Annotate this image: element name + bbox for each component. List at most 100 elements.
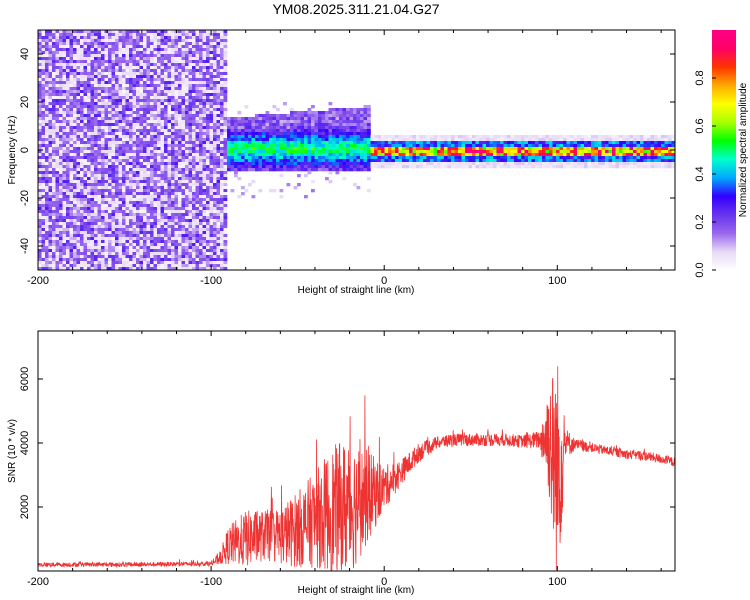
heatmap-cell	[213, 219, 217, 223]
heatmap-cell	[164, 60, 168, 64]
heatmap-cell	[52, 168, 56, 172]
heatmap-cell	[73, 213, 77, 217]
heatmap-cell	[195, 210, 200, 214]
heatmap-cell	[111, 90, 116, 94]
heatmap-cell	[164, 201, 168, 205]
heatmap-cell	[199, 135, 203, 139]
heatmap-cell	[101, 87, 105, 91]
heatmap-cell	[171, 96, 175, 100]
heatmap-cell	[104, 138, 109, 142]
heatmap-cell	[251, 150, 256, 154]
heatmap-cell	[104, 48, 109, 52]
heatmap-cell	[216, 195, 221, 199]
heatmap-cell	[181, 171, 186, 175]
heatmap-cell	[104, 192, 109, 196]
heatmap-cell	[185, 45, 189, 49]
heatmap-cell	[146, 117, 151, 121]
heatmap-cell	[132, 207, 137, 211]
heatmap-cell	[209, 204, 214, 208]
heatmap-cell	[276, 156, 280, 160]
heatmap-cell	[66, 48, 70, 52]
heatmap-cell	[178, 237, 182, 241]
heatmap-cell	[55, 264, 60, 268]
heatmap-cell	[48, 81, 53, 85]
heatmap-cell	[125, 231, 130, 235]
heatmap-cell	[206, 30, 210, 34]
heatmap-cell	[139, 114, 144, 118]
heatmap-cell	[181, 132, 186, 136]
heatmap-cell	[209, 165, 214, 169]
heatmap-cell	[188, 252, 193, 256]
heatmap-cell	[139, 258, 144, 262]
heatmap-cell	[178, 168, 182, 172]
heatmap-cell	[143, 33, 147, 37]
heatmap-cell	[62, 108, 67, 112]
heatmap-cell	[118, 207, 123, 211]
heatmap-cell	[150, 210, 154, 214]
heatmap-cell	[167, 180, 172, 184]
heatmap-cell	[122, 60, 126, 64]
heatmap-cell	[52, 126, 56, 130]
heatmap-cell	[209, 171, 214, 175]
heatmap-cell	[300, 120, 305, 124]
heatmap-cell	[48, 210, 53, 214]
heatmap-cell	[55, 156, 60, 160]
heatmap-cell	[80, 66, 84, 70]
heatmap-cell	[41, 153, 46, 157]
heatmap-cell	[220, 234, 224, 238]
heatmap-cell	[41, 144, 46, 148]
heatmap-cell	[234, 144, 238, 148]
heatmap-cell	[332, 108, 336, 112]
heatmap-cell	[153, 225, 158, 229]
heatmap-cell	[195, 72, 200, 76]
heatmap-cell	[118, 60, 123, 64]
heatmap-cell	[164, 93, 168, 97]
heatmap-cell	[111, 264, 116, 268]
heatmap-cell	[111, 39, 116, 43]
heatmap-cell	[80, 237, 84, 241]
heatmap-cell	[76, 114, 81, 118]
heatmap-cell	[90, 108, 95, 112]
heatmap-cell	[143, 51, 147, 55]
heatmap-cell	[69, 171, 74, 175]
heatmap-cell	[52, 45, 56, 49]
heatmap-cell	[160, 111, 165, 115]
heatmap-cell	[153, 180, 158, 184]
heatmap-cell	[276, 123, 280, 127]
heatmap-cell	[104, 42, 109, 46]
heatmap-cell	[181, 45, 186, 49]
heatmap-cell	[174, 93, 179, 97]
heatmap-cell	[185, 225, 189, 229]
heatmap-cell	[45, 96, 49, 100]
heatmap-cell	[311, 120, 315, 124]
heatmap-cell	[66, 120, 70, 124]
heatmap-cell	[150, 75, 154, 79]
heatmap-cell	[108, 240, 112, 244]
heatmap-cell	[157, 153, 161, 157]
heatmap-cell	[157, 267, 161, 270]
heatmap-cell	[90, 225, 95, 229]
heatmap-cell	[202, 216, 207, 220]
heatmap-cell	[248, 138, 252, 142]
heatmap-cell	[132, 153, 137, 157]
heatmap-cell	[188, 165, 193, 169]
heatmap-cell	[45, 60, 49, 64]
heatmap-cell	[108, 93, 112, 97]
heatmap-cell	[160, 231, 165, 235]
heatmap-cell	[160, 150, 165, 154]
heatmap-cell	[160, 99, 165, 103]
heatmap-cell	[258, 159, 263, 163]
heatmap-cell	[216, 123, 221, 127]
heatmap-cell	[328, 171, 333, 175]
heatmap-cell	[76, 216, 81, 220]
heatmap-cell	[220, 249, 224, 253]
heatmap-cell	[325, 165, 329, 169]
heatmap-cell	[206, 228, 210, 232]
heatmap-cell	[55, 114, 60, 118]
heatmap-cell	[76, 171, 81, 175]
heatmap-cell	[87, 165, 91, 169]
heatmap-cell	[188, 207, 193, 211]
heatmap-cell	[90, 201, 95, 205]
heatmap-cell	[94, 87, 98, 91]
heatmap-cell	[101, 219, 105, 223]
